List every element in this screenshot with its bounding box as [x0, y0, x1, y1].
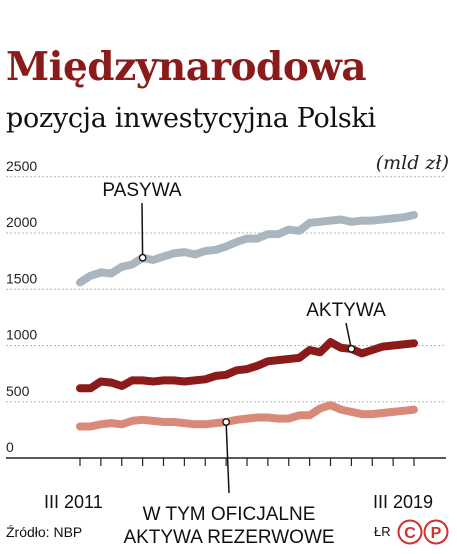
annotation-pasywa-marker — [138, 253, 147, 262]
author-initials: ŁR — [374, 524, 391, 539]
svg-text:P: P — [431, 525, 442, 542]
chart-title: Międzynarodowa — [6, 44, 367, 90]
series-line-pasywa — [76, 211, 418, 287]
y-tick-labels: 0 500 1000 1500 2000 2500 — [6, 158, 37, 455]
annotation-aktywa-leader — [345, 322, 353, 350]
annotation-aktywa-label: AKTYWA — [306, 300, 386, 321]
series-line-rezerwy — [76, 401, 418, 431]
y-tick-label: 2000 — [6, 214, 37, 230]
annotation-rezerwy-label: W TYM OFICJALNE — [143, 504, 316, 525]
annotation-pasywa-label: PASYWA — [102, 180, 182, 201]
source-note: Źródło: NBP — [6, 524, 83, 540]
annotation-rezerwy-leader — [225, 421, 230, 494]
series-lines — [76, 211, 418, 431]
x-tick-label-end: III 2019 — [373, 492, 433, 512]
annotation-aktywa-marker — [347, 345, 356, 353]
publisher-logo-icon: C P — [397, 519, 449, 545]
series-line-aktywa — [76, 338, 418, 393]
y-tick-label: 2500 — [6, 158, 37, 174]
x-axis-ticks: III 2011 III 2019 — [44, 458, 433, 512]
annotation-pasywa-leader — [141, 202, 144, 258]
x-tick-label-start: III 2011 — [44, 492, 103, 512]
chart-subtitle: pozycja inwestycyjna Polski — [6, 103, 376, 134]
y-tick-label: 1000 — [6, 327, 37, 343]
annotation-rezerwy-marker — [222, 418, 230, 426]
y-tick-label: 0 — [6, 439, 14, 455]
svg-text:C: C — [404, 525, 416, 542]
unit-label: (mld zł) — [375, 152, 449, 174]
annotation-rezerwy-label: AKTYWA REZERWOWE — [123, 527, 334, 548]
y-tick-label: 1500 — [6, 270, 37, 286]
y-tick-label: 500 — [6, 383, 30, 399]
